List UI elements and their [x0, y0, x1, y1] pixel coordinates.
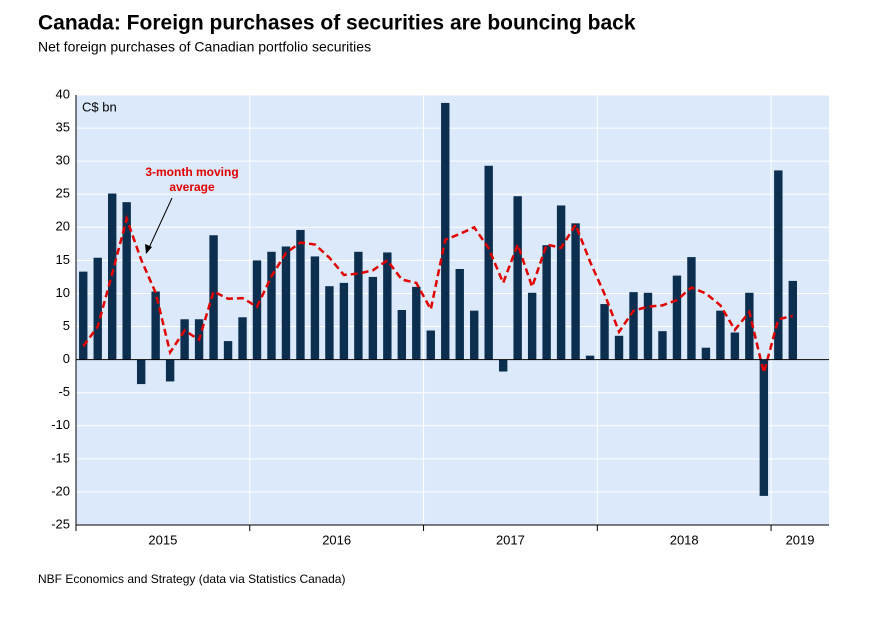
- y-tick-label: -20: [51, 483, 70, 498]
- bar: [643, 292, 653, 360]
- bar: [383, 252, 392, 360]
- y-tick-label: 10: [56, 285, 70, 300]
- x-tick-label: 2019: [786, 532, 815, 547]
- bar: [122, 202, 131, 360]
- y-tick-label: 0: [63, 351, 70, 366]
- bar: [774, 170, 783, 360]
- x-tick-label: 2016: [322, 532, 351, 547]
- bar: [223, 341, 233, 360]
- bar: [600, 304, 609, 360]
- y-tick-label: -5: [58, 384, 70, 399]
- y-tick-label: 30: [56, 153, 70, 168]
- bar: [296, 229, 305, 360]
- bar: [412, 286, 421, 360]
- bar: [556, 205, 566, 360]
- arrow-head: [145, 244, 152, 254]
- x-tick-label: 2018: [670, 532, 699, 547]
- plot-area: [76, 95, 829, 525]
- bar: [759, 359, 769, 496]
- y-tick-label: -15: [51, 450, 70, 465]
- y-tick-label: -10: [51, 417, 70, 432]
- x-tick-label: 2017: [496, 532, 525, 547]
- bar: [542, 245, 551, 360]
- source-note: NBF Economics and Strategy (data via Sta…: [38, 572, 345, 586]
- bar: [441, 102, 450, 360]
- bar: [339, 282, 349, 360]
- bar: [614, 335, 624, 360]
- bar: [252, 260, 262, 360]
- x-tick-label: 2015: [148, 532, 177, 547]
- bar: [397, 310, 407, 360]
- bar: [730, 332, 740, 360]
- bar: [672, 275, 682, 360]
- annotation: 3-month moving: [145, 165, 238, 179]
- bar: [180, 319, 189, 360]
- bar: [165, 359, 175, 382]
- bar: [788, 280, 797, 360]
- bar: [716, 310, 725, 360]
- y-tick-label: 35: [56, 120, 70, 135]
- bar: [658, 331, 667, 360]
- bar: [455, 268, 464, 360]
- bar: [629, 292, 638, 360]
- bar: [151, 291, 160, 360]
- bar: [209, 235, 218, 360]
- moving-average-line: [82, 214, 794, 374]
- bar: [484, 165, 493, 360]
- y-tick-label: 20: [56, 219, 70, 234]
- y-tick-label: 15: [56, 252, 70, 267]
- bar: [267, 251, 276, 360]
- bar: [325, 286, 334, 360]
- bar: [281, 246, 291, 360]
- bar: [310, 256, 320, 360]
- bar: [745, 292, 754, 360]
- bar: [498, 359, 508, 372]
- y-tick-label: 40: [56, 86, 70, 101]
- y-tick-label: -25: [51, 516, 70, 531]
- bar: [470, 310, 479, 360]
- bar: [571, 223, 580, 360]
- bar: [426, 330, 435, 360]
- bar: [238, 317, 247, 360]
- bar: [701, 347, 711, 360]
- bar: [79, 271, 88, 360]
- y-tick-label: 5: [63, 318, 70, 333]
- bar: [136, 359, 146, 385]
- bar: [585, 355, 595, 360]
- annotation: average: [169, 180, 215, 194]
- bar: [687, 257, 696, 360]
- bar: [527, 292, 537, 360]
- chart-title: Canada: Foreign purchases of securities …: [38, 12, 636, 35]
- bar: [354, 251, 363, 360]
- y-unit-label: C$ bn: [82, 99, 117, 114]
- chart-subtitle: Net foreign purchases of Canadian portfo…: [38, 39, 371, 55]
- bar: [93, 257, 102, 360]
- bar: [108, 193, 117, 360]
- bar: [513, 196, 522, 360]
- y-tick-label: 25: [56, 186, 70, 201]
- annotation-arrow: [147, 197, 173, 251]
- bar: [368, 276, 378, 360]
